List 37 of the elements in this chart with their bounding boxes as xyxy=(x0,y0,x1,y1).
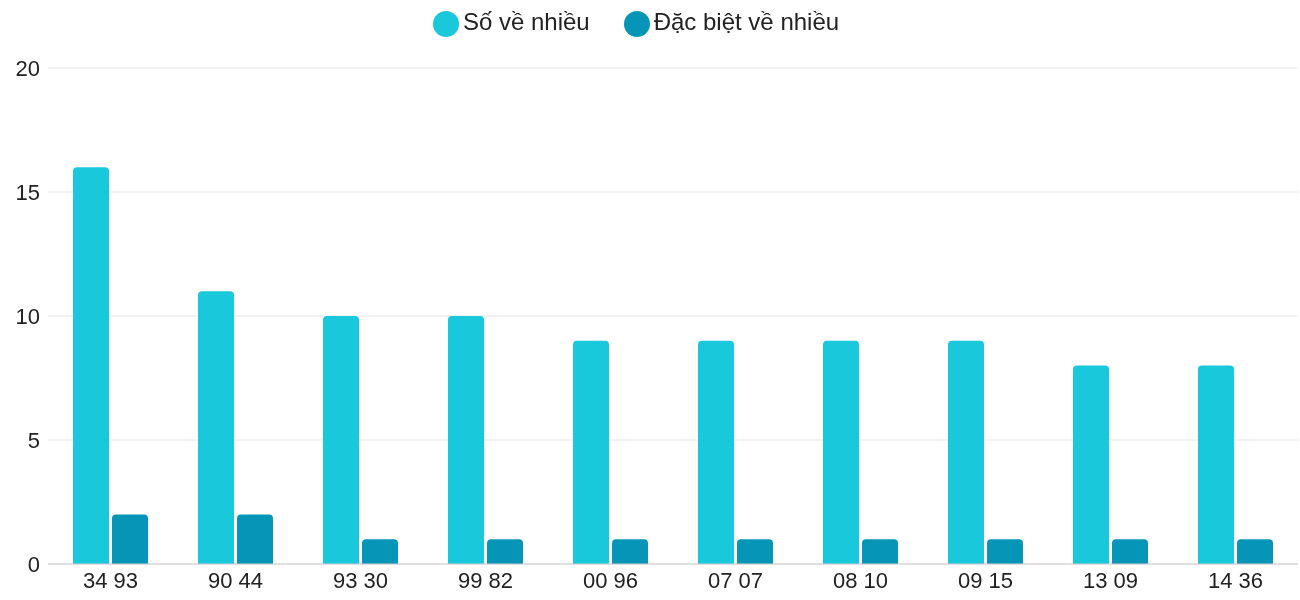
x-tick-label: 90 44 xyxy=(207,567,264,593)
x-tick-label: 34 93 xyxy=(82,567,139,593)
bar xyxy=(362,539,398,564)
bar xyxy=(862,539,898,564)
bar xyxy=(1198,365,1234,564)
bar xyxy=(698,340,734,564)
y-tick-label: 20 xyxy=(15,55,40,81)
x-tick-label: 13 09 xyxy=(1082,567,1139,593)
y-tick-label: 15 xyxy=(15,179,40,205)
x-tick-label: 07 07 xyxy=(707,567,764,593)
x-tick-label: 09 15 xyxy=(957,567,1014,593)
bar xyxy=(823,340,859,564)
legend-label: Số về nhiều xyxy=(462,8,590,35)
bar xyxy=(612,539,648,564)
x-tick-label: 93 30 xyxy=(332,567,389,593)
y-tick-label: 5 xyxy=(27,427,40,453)
bar xyxy=(1073,365,1109,564)
bar xyxy=(112,514,148,564)
bar xyxy=(987,539,1023,564)
bar xyxy=(237,514,273,564)
y-tick-label: 0 xyxy=(27,551,40,577)
x-tick-label: 99 82 xyxy=(457,567,514,593)
bar xyxy=(573,340,609,564)
bar xyxy=(448,316,484,564)
bar xyxy=(323,316,359,564)
x-tick-label: 08 10 xyxy=(832,567,889,593)
bar xyxy=(73,167,109,564)
bar xyxy=(487,539,523,564)
y-tick-label: 10 xyxy=(15,303,40,329)
x-tick-label: 00 96 xyxy=(582,567,639,593)
legend-label: Đặc biệt về nhiều xyxy=(653,8,840,35)
bar xyxy=(737,539,773,564)
x-tick-label: 14 36 xyxy=(1207,567,1264,593)
bar xyxy=(1112,539,1148,564)
bar xyxy=(1237,539,1273,564)
bar xyxy=(198,291,234,564)
bar xyxy=(948,340,984,564)
